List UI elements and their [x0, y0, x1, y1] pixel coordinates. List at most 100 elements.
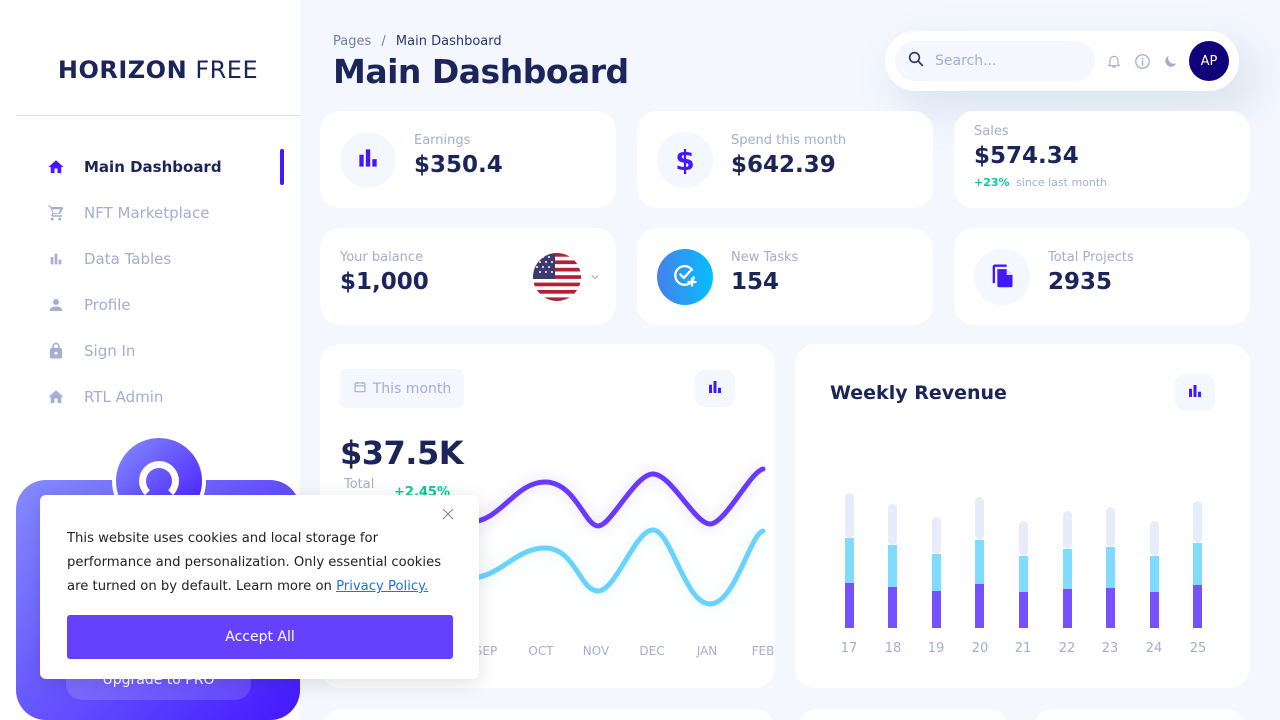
bell-icon[interactable] — [1104, 51, 1124, 71]
line-series-2 — [470, 527, 766, 607]
month-label: JAN — [696, 644, 718, 658]
sidebar-item-main-dashboard[interactable]: Main Dashboard — [0, 144, 300, 190]
user-avatar[interactable]: AP — [1189, 41, 1229, 81]
sidebar-nav: Main Dashboard NFT Marketplace Data Tabl… — [0, 144, 300, 420]
us-flag-icon — [533, 253, 581, 301]
weekly-revenue-card: Weekly Revenue 17 18 19 20 21 22 23 24 2… — [795, 344, 1250, 688]
currency-selector[interactable] — [533, 253, 601, 301]
stat-value: 154 — [731, 269, 780, 295]
bar-25 — [1193, 501, 1202, 628]
tasks-icon-circle — [657, 249, 713, 305]
sidebar-item-data-tables[interactable]: Data Tables — [0, 236, 300, 282]
stat-card-balance: Your balance $1,000 — [320, 228, 616, 325]
total-spent-value: $37.5K — [340, 434, 464, 472]
dark-mode-moon-icon[interactable] — [1160, 51, 1180, 71]
stat-card-sales: Sales $574.34 +23% since last month — [954, 111, 1250, 208]
earnings-icon-circle — [340, 132, 396, 188]
cookie-text: This website uses cookies and local stor… — [67, 531, 442, 594]
line-series-1 — [470, 466, 766, 529]
stacked-bar-chart — [845, 493, 1202, 628]
bar-21 — [1019, 521, 1028, 628]
month-label: SEP — [474, 644, 498, 658]
breadcrumb: Pages / Main Dashboard — [333, 34, 502, 49]
stat-label: Your balance — [340, 250, 424, 265]
close-icon[interactable] — [439, 505, 457, 523]
sidebar-item-nft-marketplace[interactable]: NFT Marketplace — [0, 190, 300, 236]
sidebar-item-label: Sign In — [84, 342, 136, 360]
day-label: 18 — [884, 641, 902, 656]
sidebar-item-label: Data Tables — [84, 250, 172, 268]
stat-value: $350.4 — [414, 152, 503, 178]
cart-icon — [47, 204, 65, 222]
info-icon[interactable] — [1132, 51, 1152, 71]
sidebar-item-profile[interactable]: Profile — [0, 282, 300, 328]
sidebar-item-label: RTL Admin — [84, 388, 164, 406]
bar-chart-icon — [706, 378, 724, 400]
brand-name-bold: HORIZON — [57, 56, 188, 84]
search-box[interactable] — [895, 41, 1095, 81]
bar-19 — [932, 517, 941, 628]
bar-chart-icon — [355, 145, 381, 175]
dollar-icon: $ — [675, 143, 695, 177]
breadcrumb-current[interactable]: Main Dashboard — [395, 34, 502, 49]
stat-value: $574.34 — [974, 143, 1079, 169]
breadcrumb-root[interactable]: Pages — [333, 34, 372, 49]
top-toolbar: AP — [885, 31, 1239, 91]
chart-options-button[interactable] — [1175, 374, 1215, 411]
stat-value: $642.39 — [731, 152, 836, 178]
this-month-button[interactable]: This month — [340, 369, 464, 408]
home-icon — [47, 158, 65, 176]
growth-text: since last month — [1016, 176, 1108, 189]
bottom-card-3 — [1033, 709, 1246, 720]
day-label: 17 — [840, 641, 858, 656]
bottom-card-1 — [322, 709, 775, 720]
weekly-revenue-title: Weekly Revenue — [830, 382, 1007, 404]
stat-label: Spend this month — [731, 133, 847, 148]
stat-card-spend: $ Spend this month $642.39 — [637, 111, 933, 208]
stat-card-earnings: Earnings $350.4 — [320, 111, 616, 208]
day-label: 24 — [1145, 641, 1163, 656]
month-label: FEB — [751, 644, 775, 658]
bar-chart-icon — [1186, 382, 1204, 404]
sidebar-item-rtl-admin[interactable]: RTL Admin — [0, 374, 300, 420]
calendar-icon — [353, 380, 367, 398]
stat-card-new-tasks: New Tasks 154 — [637, 228, 933, 325]
cookie-banner: This website uses cookies and local stor… — [40, 495, 479, 679]
stat-label: New Tasks — [731, 250, 799, 265]
stat-label: Earnings — [414, 133, 471, 148]
home-icon — [47, 388, 65, 406]
stat-value: $1,000 — [340, 269, 429, 295]
projects-icon-circle — [974, 249, 1030, 305]
month-label: NOV — [582, 644, 610, 658]
chevron-down-icon — [589, 268, 601, 287]
stat-label: Sales — [974, 124, 1009, 139]
search-input[interactable] — [935, 53, 1075, 69]
task-add-icon — [671, 261, 699, 293]
stat-growth: +23% since last month — [974, 176, 1107, 189]
stat-card-total-projects: Total Projects 2935 — [954, 228, 1250, 325]
search-icon — [907, 50, 925, 72]
privacy-policy-link[interactable]: Privacy Policy. — [336, 579, 429, 594]
sidebar-item-label: NFT Marketplace — [84, 204, 210, 222]
stat-label: Total Projects — [1048, 250, 1134, 265]
sidebar-divider — [16, 115, 300, 116]
cookie-message: This website uses cookies and local stor… — [67, 527, 457, 599]
this-month-label: This month — [372, 380, 452, 397]
day-label: 21 — [1014, 641, 1032, 656]
bar-20 — [975, 497, 984, 628]
stat-value: 2935 — [1048, 269, 1113, 295]
day-label: 22 — [1058, 641, 1076, 656]
bar-24 — [1150, 521, 1159, 628]
spend-icon-circle: $ — [657, 132, 713, 188]
breadcrumb-separator: / — [381, 34, 386, 49]
active-indicator — [280, 149, 284, 185]
bar-18 — [888, 504, 897, 628]
bar-17 — [845, 493, 854, 628]
chart-options-button[interactable] — [695, 370, 735, 407]
sidebar-item-label: Profile — [84, 296, 131, 314]
bar-23 — [1106, 507, 1115, 628]
accept-all-button[interactable]: Accept All — [67, 615, 453, 659]
month-label: OCT — [528, 644, 554, 658]
sidebar-item-sign-in[interactable]: Sign In — [0, 328, 300, 374]
day-label: 20 — [971, 641, 989, 656]
